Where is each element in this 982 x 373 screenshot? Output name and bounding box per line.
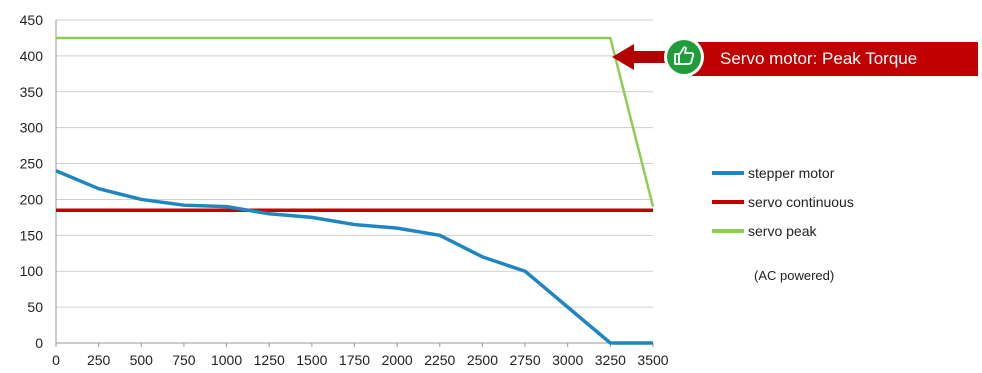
y-tick-label: 300 [20, 120, 44, 136]
legend-label-servo-peak: servo peak [748, 222, 817, 239]
y-tick-label: 150 [20, 227, 44, 243]
legend-item-servo-peak: servo peak [712, 216, 854, 245]
y-axis-ticks: 0 50 100 150 200 250 300 350 400 450 [20, 12, 44, 351]
legend-label-stepper: stepper motor [748, 164, 835, 181]
x-tick-label: 3500 [637, 352, 668, 368]
grid-lines [56, 19, 653, 344]
x-tick-label: 2500 [467, 352, 498, 368]
callout-banner [692, 42, 978, 76]
x-tick-label: 1000 [211, 352, 242, 368]
x-tick-label: 3250 [595, 352, 626, 368]
x-tick-label: 1500 [296, 352, 327, 368]
x-tick-label: 1750 [339, 352, 370, 368]
series-group [55, 36, 655, 345]
x-tick-label: 750 [172, 352, 196, 368]
x-tick-label: 500 [130, 352, 154, 368]
series-stepper-motor [55, 169, 653, 345]
callout-text: Servo motor: Peak Torque [720, 49, 917, 68]
y-tick-label: 200 [20, 191, 44, 207]
ac-powered-note: (AC powered) [754, 268, 835, 283]
y-tick-label: 50 [27, 299, 43, 315]
legend-item-stepper: stepper motor [712, 158, 854, 187]
legend-swatch-servo-peak [712, 228, 744, 233]
legend-item-servo-continuous: servo continuous [712, 187, 854, 216]
x-tick-label: 250 [87, 352, 111, 368]
y-tick-label: 400 [20, 48, 44, 64]
x-tick-label: 2250 [424, 352, 455, 368]
legend-label-servo-continuous: servo continuous [748, 193, 854, 210]
thumbs-up-icon [674, 46, 695, 65]
x-tick-label: 2000 [382, 352, 413, 368]
x-axis-ticks: 0 250 500 750 1000 1250 1500 1750 2000 2250 2500 27… [52, 343, 669, 368]
x-tick-label: 0 [52, 352, 60, 368]
y-tick-label: 0 [35, 335, 43, 351]
y-tick-label: 450 [20, 12, 44, 28]
legend: stepper motor servo continuous servo pea… [712, 158, 854, 245]
badge-circle [667, 40, 701, 74]
peak-torque-callout: Servo motor: Peak Torque [612, 40, 978, 77]
callout-arrow [612, 44, 634, 70]
legend-swatch-servo-continuous [712, 199, 744, 204]
x-tick-label: 1250 [254, 352, 285, 368]
series-servo-peak [56, 36, 655, 207]
y-tick-label: 100 [20, 263, 44, 279]
x-tick-label: 2750 [509, 352, 540, 368]
legend-swatch-stepper [712, 170, 744, 175]
x-tick-label: 3000 [552, 352, 583, 368]
y-tick-label: 250 [20, 156, 44, 172]
y-tick-label: 350 [20, 84, 44, 100]
